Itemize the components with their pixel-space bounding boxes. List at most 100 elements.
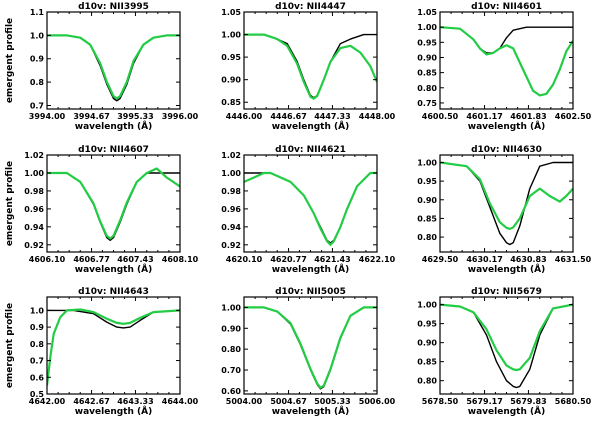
series-line-green: [47, 34, 180, 100]
x-tick-label: 4630.17: [466, 255, 502, 264]
y-tick-label: 0.5: [30, 390, 45, 399]
x-tick-label: 5004.00: [226, 397, 263, 406]
x-tick-label: 3994.67: [73, 112, 109, 121]
y-tick-label: 0.80: [417, 233, 437, 242]
y-tick-label: 0.85: [417, 214, 437, 223]
y-tick-label: 1.00: [24, 169, 44, 178]
x-tick-label: 4620.77: [270, 255, 306, 264]
x-tick-label: 4446.67: [270, 112, 306, 121]
y-tick-label: 0.60: [221, 387, 241, 396]
x-axis-label: wavelength (Å): [272, 264, 349, 275]
x-tick-label: 5004.67: [270, 397, 306, 406]
series-line-black: [244, 33, 377, 99]
y-tick-label: 0.7: [30, 357, 44, 366]
y-tick-label: 1.02: [221, 151, 241, 160]
panel-title: d10v: NII4607: [78, 145, 149, 155]
y-tick-label: 1.00: [417, 301, 437, 310]
y-tick-label: 0.90: [221, 76, 241, 85]
plot-frame: [439, 154, 574, 253]
y-tick-label: 0.90: [417, 53, 437, 62]
y-tick-label: 1.00: [221, 169, 241, 178]
y-tick-label: 0.80: [417, 84, 437, 93]
x-tick-label: 5679.17: [466, 397, 502, 406]
y-tick-label: 1.05: [417, 8, 437, 17]
y-tick-label: 0.85: [417, 69, 437, 78]
panel-1: d10v: NII3995 3994.00 3994.67 3995.33 3996.0…: [5, 2, 199, 132]
series-line-green: [440, 161, 573, 230]
y-tick-label: 0.95: [417, 38, 437, 47]
x-tick-label: 5006.00: [359, 397, 396, 406]
x-tick-label: 4629.50: [422, 255, 459, 264]
x-tick-label: 4606.77: [73, 255, 109, 264]
y-tick-label: 0.98: [221, 187, 241, 196]
panel-8: d10v: NII5005 5004.00 5004.67 5005.33 5006.0…: [221, 287, 395, 417]
x-tick-label: 4600.50: [422, 112, 459, 121]
x-tick-label: 4644.00: [162, 397, 199, 406]
y-tick-label: 0.90: [417, 339, 437, 348]
y-tick-label: 1.00: [417, 23, 437, 32]
x-tick-label: 4446.00: [226, 112, 263, 121]
series-line-black: [440, 161, 573, 246]
series-line-black: [47, 34, 180, 102]
y-tick-label: 0.92: [221, 241, 241, 250]
y-tick-label: 1.1: [30, 8, 45, 17]
x-tick-label: 4643.33: [117, 397, 153, 406]
y-tick-label: 0.96: [24, 205, 44, 214]
series-line-green: [47, 308, 180, 386]
plot-frame: [243, 154, 378, 253]
series-line-green: [440, 303, 573, 372]
panel-9: d10v: NII5679 5678.50 5679.17 5679.83 5680.5…: [417, 287, 591, 417]
x-tick-label: 4642.67: [73, 397, 109, 406]
y-tick-label: 0.90: [221, 324, 241, 333]
series-line-black: [244, 306, 377, 390]
y-tick-label: 0.8: [30, 340, 45, 349]
y-tick-label: 0.94: [24, 223, 44, 232]
y-axis-label: emergent profile: [5, 303, 15, 388]
y-axis-label: emergent profile: [5, 18, 15, 103]
x-tick-label: 4448.00: [359, 112, 396, 121]
series-line-green: [244, 171, 377, 246]
y-tick-label: 1.05: [221, 8, 241, 17]
y-tick-label: 0.80: [221, 345, 241, 354]
series-line-black: [440, 26, 573, 54]
series-line-green: [244, 33, 377, 100]
x-tick-label: 4601.83: [510, 112, 546, 121]
y-tick-label: 0.96: [221, 205, 241, 214]
x-axis-label: wavelength (Å): [272, 121, 349, 132]
y-tick-label: 0.95: [417, 320, 437, 329]
y-tick-label: 1.00: [221, 31, 241, 40]
x-tick-label: 4642.00: [29, 397, 66, 406]
x-tick-label: 3995.33: [117, 112, 153, 121]
panel-title: d10v: NII4643: [78, 287, 149, 297]
panel-title: d10v: NII4630: [471, 145, 542, 155]
y-tick-label: 0.85: [221, 98, 241, 107]
x-tick-label: 4620.10: [226, 255, 263, 264]
y-axis-label: emergent profile: [5, 161, 15, 246]
y-tick-label: 1.0: [30, 31, 45, 40]
x-tick-label: 4621.43: [314, 255, 350, 264]
y-tick-label: 1.00: [221, 303, 241, 312]
x-tick-label: 3994.00: [29, 112, 66, 121]
x-tick-label: 3996.00: [162, 112, 199, 121]
x-axis-label: wavelength (Å): [75, 121, 152, 132]
panel-title: d10v: NII4621: [275, 145, 346, 155]
series-line-black: [47, 172, 180, 242]
x-tick-label: 5680.50: [555, 397, 592, 406]
y-tick-label: 0.9: [30, 323, 45, 332]
x-tick-label: 5005.33: [314, 397, 350, 406]
panel-6: d10v: NII4630 4629.50 4630.17 4630.83 4631.5…: [417, 145, 591, 275]
x-tick-label: 4630.83: [510, 255, 546, 264]
y-tick-label: 0.9: [30, 55, 45, 64]
y-tick-label: 0.7: [30, 101, 44, 110]
x-axis-label: wavelength (Å): [468, 406, 545, 417]
y-tick-label: 0.75: [417, 99, 437, 108]
x-tick-label: 4631.50: [555, 255, 592, 264]
x-tick-label: 5679.83: [510, 397, 546, 406]
x-axis-label: wavelength (Å): [468, 264, 545, 275]
panel-5: d10v: NII4621 4620.10 4620.77 4621.43 4622.1…: [221, 145, 395, 275]
panel-title: d10v: NII3995: [78, 2, 149, 12]
y-tick-label: 0.95: [221, 53, 241, 62]
y-tick-label: 0.6: [30, 373, 45, 382]
x-axis-label: wavelength (Å): [468, 121, 545, 132]
y-tick-label: 0.94: [221, 223, 241, 232]
